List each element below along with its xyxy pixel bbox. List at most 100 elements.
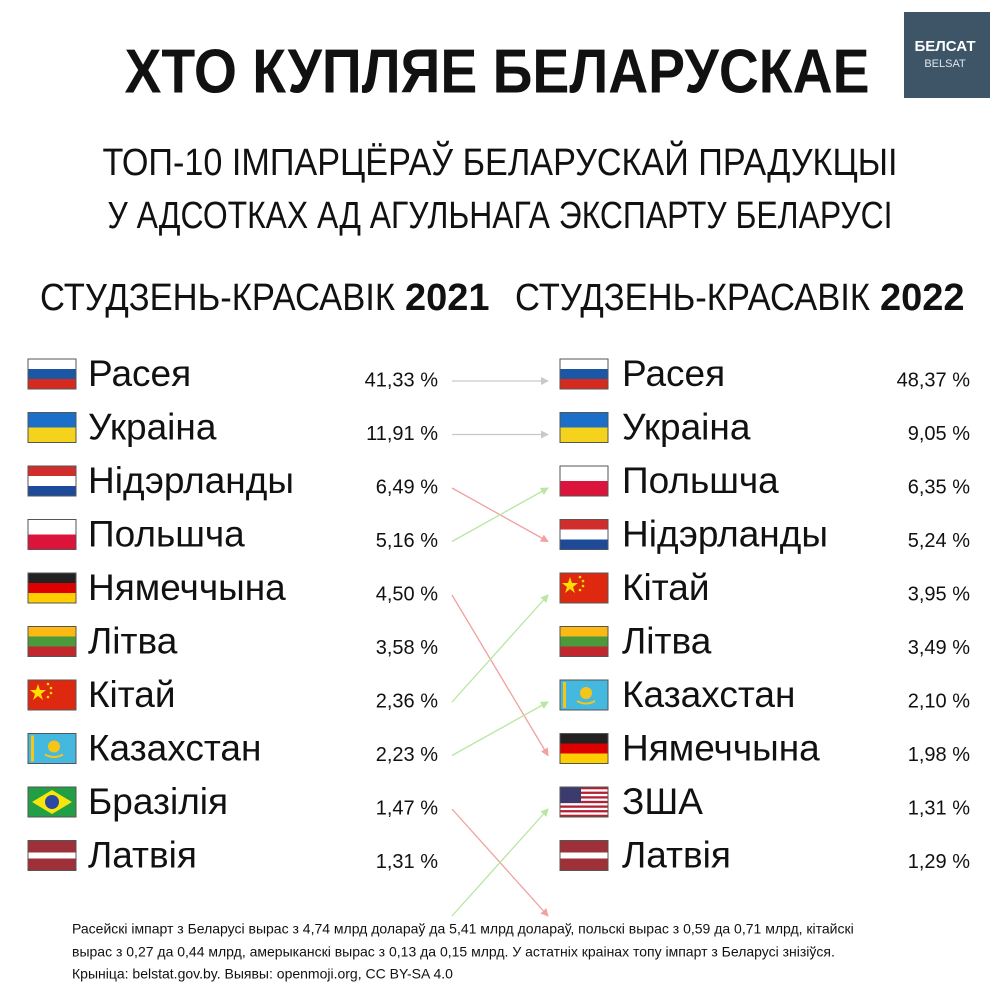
share-value: 1,47 %	[376, 797, 438, 819]
period: СТУДЗЕНЬ-КРАСАВІК	[40, 277, 395, 319]
flag-star	[46, 695, 50, 699]
period-heading: СТУДЗЕНЬ-КРАСАВІК 2021	[40, 277, 490, 319]
country-name: Украіна	[88, 406, 217, 447]
flag-border	[559, 733, 609, 764]
flag-stripe	[560, 810, 608, 813]
flag-stripe	[560, 796, 608, 799]
period-heading: СТУДЗЕНЬ-КРАСАВІК 2022	[515, 277, 965, 319]
share-value: 1,31 %	[908, 797, 970, 819]
country-name: Кітай	[88, 674, 176, 715]
flag-stripe	[560, 791, 608, 794]
country-name: Літва	[622, 620, 712, 661]
flag-stripe	[560, 636, 608, 647]
flag-border	[559, 572, 609, 604]
share-value: 2,10 %	[908, 690, 970, 712]
flag-border	[27, 733, 77, 764]
share-value: 41,33 %	[365, 369, 439, 391]
flag-ornament	[563, 682, 566, 708]
flag-stripe	[560, 529, 608, 540]
flag-border	[27, 572, 77, 604]
country-name: Бразілія	[88, 781, 228, 822]
country-name: Латвія	[622, 834, 731, 875]
flag-stripe	[560, 519, 608, 530]
country-name: ЗША	[622, 781, 703, 822]
flag	[559, 519, 609, 550]
share-value: 3,58 %	[376, 637, 438, 659]
subtitle: ТОП-10 ІМПАРЦЁРАЎ БЕЛАРУСКАЙ ПРАДУКЦЫІ	[103, 139, 898, 184]
flag-stripe	[560, 466, 608, 482]
flag-stripe	[28, 466, 76, 477]
flag	[559, 412, 609, 443]
flag	[27, 412, 77, 443]
flag-border	[559, 465, 609, 497]
country-name: Украіна	[622, 406, 751, 447]
flag-stripe	[28, 593, 76, 604]
flag-stripe	[560, 733, 608, 744]
year: 2021	[405, 277, 490, 319]
flag-stripe	[560, 814, 608, 817]
share-value: 48,37 %	[897, 369, 971, 391]
flag	[559, 465, 609, 497]
rank-arrow	[451, 701, 549, 757]
flag-canton	[560, 787, 581, 803]
flag-stripe	[560, 787, 608, 790]
flag	[559, 679, 609, 711]
share-value: 6,49 %	[376, 476, 438, 498]
flag-star	[578, 575, 582, 579]
flag-star	[30, 684, 46, 700]
country-name: Латвія	[88, 834, 197, 875]
country-name: Польшча	[622, 460, 779, 501]
flag-border	[559, 840, 609, 871]
flag-stripe	[560, 359, 608, 370]
period: СТУДЗЕНЬ-КРАСАВІК	[515, 277, 870, 319]
flag-stripe	[560, 539, 608, 550]
flag-stripe	[28, 626, 76, 637]
flag-stripe	[28, 840, 76, 847]
flag-eagle	[44, 753, 64, 758]
flag-stripe	[28, 412, 76, 428]
flag-stripe	[28, 636, 76, 647]
footer-line: вырас з 0,27 да 0,44 млрд, амерыканскі в…	[72, 944, 835, 960]
flag-border	[27, 358, 77, 390]
flag-border	[559, 358, 609, 390]
flag-star	[46, 682, 50, 686]
flag-star	[562, 577, 578, 593]
country-name: Нідэрланды	[88, 460, 294, 501]
flag-stripe	[560, 646, 608, 657]
flag-border	[559, 412, 609, 443]
share-value: 3,49 %	[908, 637, 970, 659]
footer-line: Расейскі імпарт з Беларусі вырас з 4,74 …	[72, 921, 854, 937]
flag-stripe	[28, 864, 76, 871]
flag-stripe	[28, 369, 76, 380]
flag-border	[27, 840, 77, 871]
flag-stripe	[28, 476, 76, 487]
flag-sun	[48, 740, 60, 753]
flag	[27, 786, 77, 818]
country-name: Расея	[622, 353, 725, 394]
flag-border	[27, 786, 77, 818]
share-value: 1,29 %	[908, 851, 970, 873]
flag-stripe	[28, 583, 76, 594]
country-name: Расея	[88, 353, 191, 394]
share-value: 6,35 %	[908, 476, 970, 498]
flag	[27, 572, 77, 604]
flag-stripe	[560, 379, 608, 390]
flag-border	[559, 626, 609, 657]
share-value: 2,36 %	[376, 690, 438, 712]
flag	[559, 786, 609, 818]
flag	[559, 840, 609, 871]
country-name: Кітай	[622, 567, 710, 608]
flag-stripe	[560, 840, 608, 847]
flag	[27, 358, 77, 390]
flag-stripe	[560, 805, 608, 808]
flag-star	[578, 588, 582, 592]
share-value: 1,31 %	[376, 851, 438, 873]
flag-border	[559, 519, 609, 550]
rank-arrow	[451, 808, 549, 917]
flag-stripe	[560, 626, 608, 637]
flag-border	[559, 679, 609, 711]
flag-border	[27, 519, 77, 550]
flag-stripe	[28, 846, 76, 853]
